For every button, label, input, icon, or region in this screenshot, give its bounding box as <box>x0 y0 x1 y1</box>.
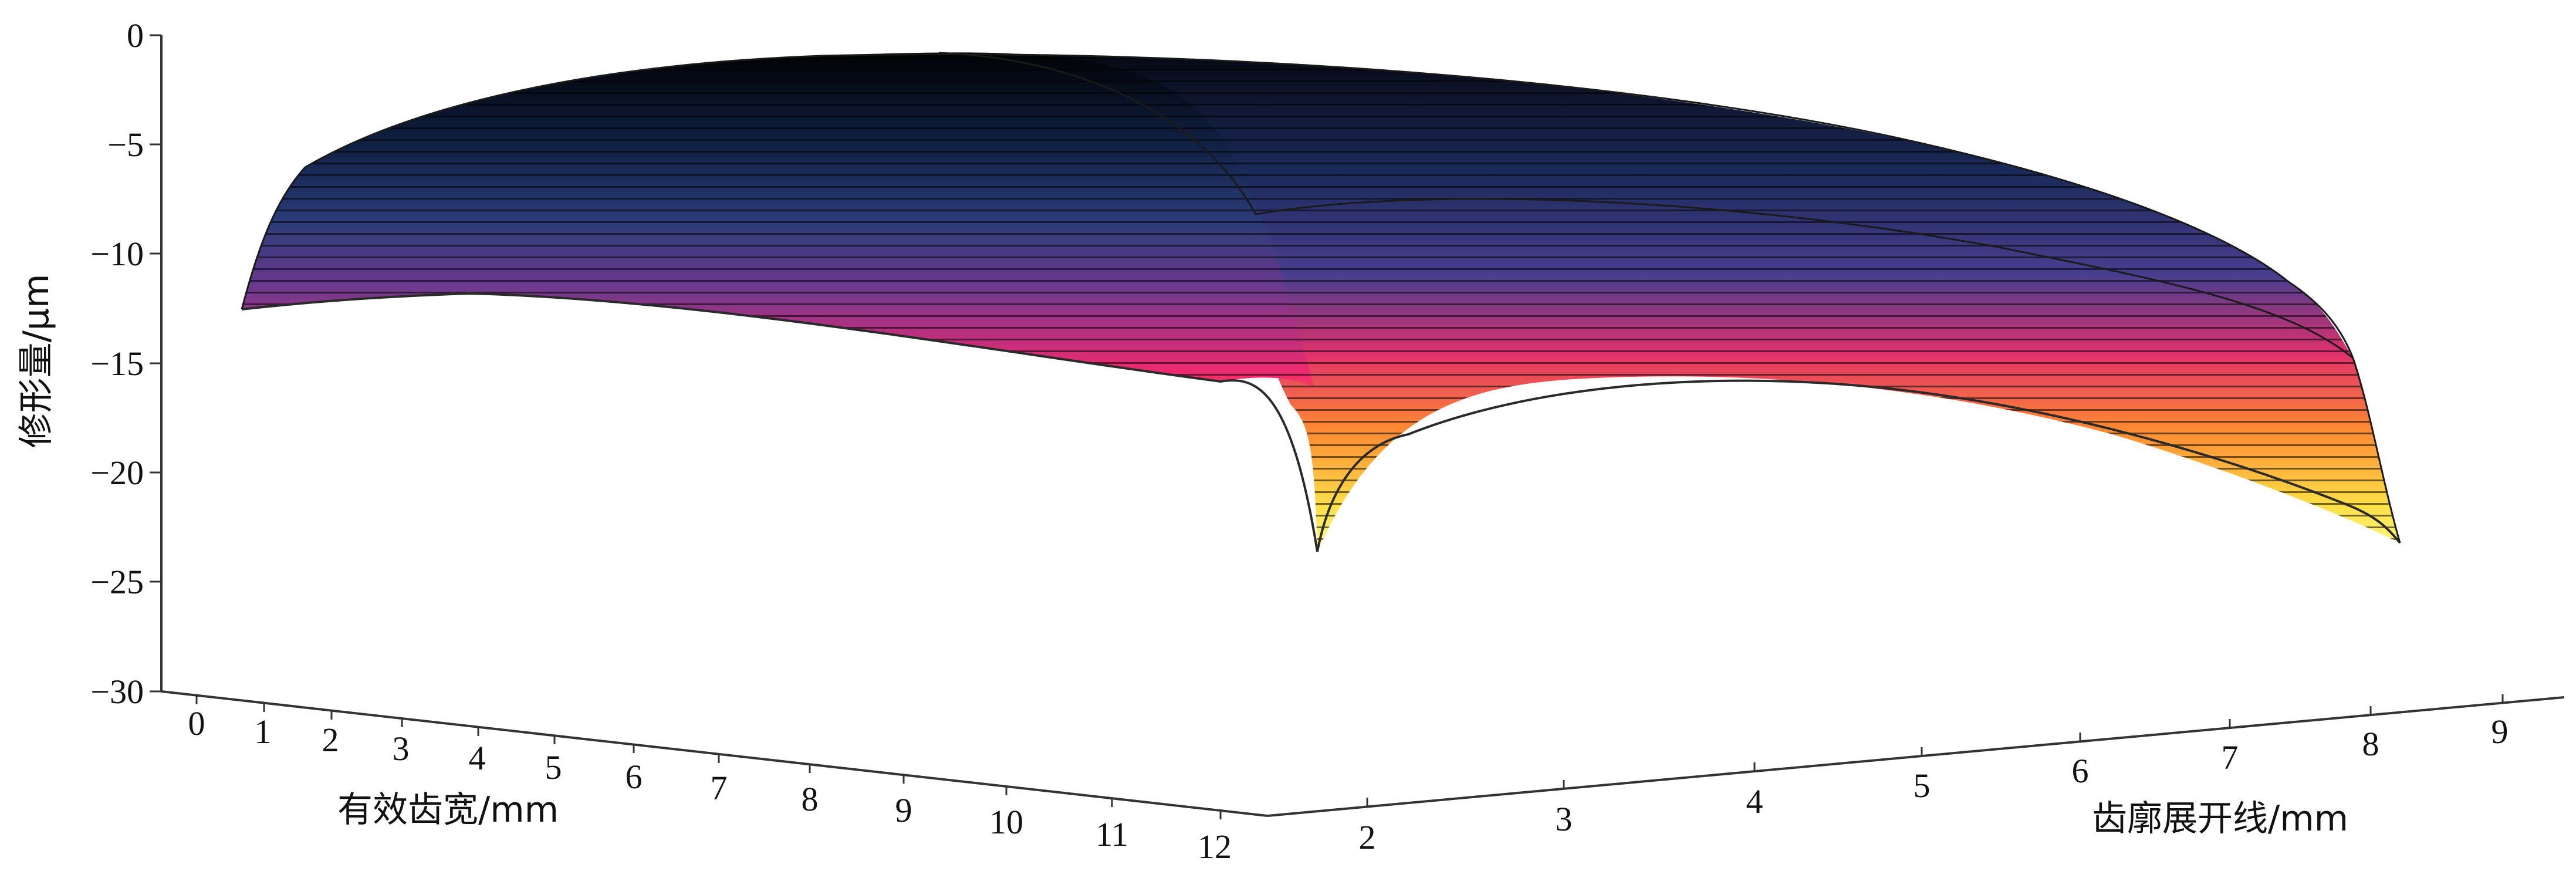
z-tick-label-6: −30 <box>90 673 144 711</box>
y-tick-label-3: 3 <box>1556 800 1573 838</box>
x-tick-label-1: 1 <box>255 713 272 751</box>
z-tick-label-4: −20 <box>90 454 144 492</box>
surface-fold-line <box>938 52 2354 359</box>
x-tick-label-8: 8 <box>802 780 819 818</box>
x-tick-label-6: 6 <box>626 758 643 796</box>
x-tick-label-5: 5 <box>545 748 562 786</box>
y-tick-label-5: 5 <box>1914 767 1931 805</box>
z-tick-label-0: 0 <box>127 16 144 55</box>
x-tick-label-4: 4 <box>469 739 486 777</box>
x-tick-label-2: 2 <box>322 721 339 759</box>
y-axis <box>1267 696 2565 817</box>
x-ticks: 0 1 2 3 4 5 6 7 8 9 10 11 12 <box>188 696 1232 866</box>
z-axis-title: 修形量/μm <box>16 274 57 448</box>
y-tick-label-2: 2 <box>1359 818 1376 856</box>
surface-right-edge <box>1316 379 2401 552</box>
y-ticks: 2 3 4 5 6 7 8 9 <box>1359 694 2509 856</box>
y-tick-label-4: 4 <box>1746 782 1763 821</box>
surface-top-edge <box>241 53 2401 543</box>
surface-front-sheet <box>242 52 1314 387</box>
y-axis-title: 齿廓展开线/mm <box>2092 798 2348 839</box>
z-tick-label-2: −10 <box>90 235 144 273</box>
x-axis-title: 有效齿宽/mm <box>337 789 559 831</box>
x-tick-label-3: 3 <box>393 730 410 768</box>
x-axis <box>161 690 1268 817</box>
x-tick-label-9: 9 <box>895 791 912 829</box>
x-tick-label-10: 10 <box>989 803 1023 841</box>
z-ticks: 0 −5 −10 −15 −20 −25 −30 <box>90 16 161 711</box>
y-tick-label-9: 9 <box>2492 713 2509 751</box>
y-tick-label-7: 7 <box>2222 738 2239 777</box>
y-tick-label-6: 6 <box>2072 752 2089 790</box>
x-tick-label-7: 7 <box>711 769 728 807</box>
x-tick-label-0: 0 <box>188 704 205 742</box>
z-tick-label-5: −25 <box>90 563 144 601</box>
y-tick-label-8: 8 <box>2362 725 2379 763</box>
z-tick-label-3: −15 <box>90 345 144 383</box>
x-tick-label-12: 12 <box>1198 828 1232 866</box>
x-tick-label-11: 11 <box>1096 815 1128 853</box>
z-tick-label-1: −5 <box>107 126 144 164</box>
surface-front-edge <box>241 292 1319 552</box>
